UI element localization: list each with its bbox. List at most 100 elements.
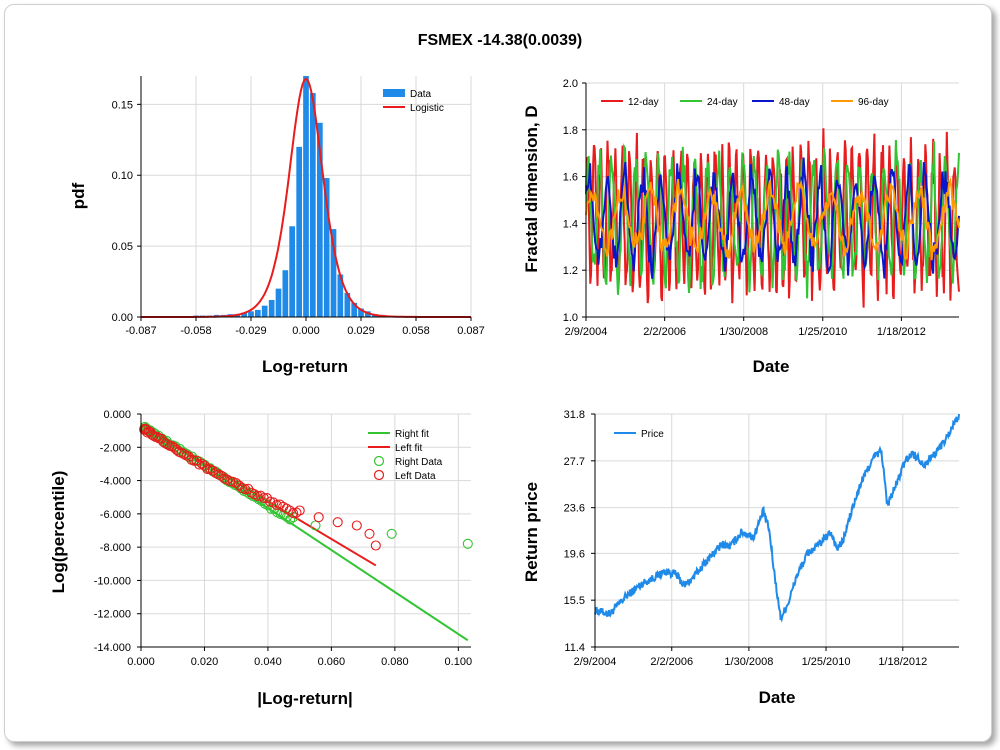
left-data-point — [271, 499, 282, 511]
price-y-tick-label: 23.6 — [564, 503, 585, 515]
price-x-tick-label: 2/9/2004 — [574, 656, 617, 668]
tail-x-tick-label: 0.040 — [254, 656, 282, 668]
tail-y-tick-label: -2.000 — [100, 442, 131, 454]
left-data-point — [210, 467, 221, 479]
tail-legend: Right fit Left fit Right Data Left Data — [368, 429, 443, 482]
right-data-point — [227, 478, 238, 489]
histogram-x-tick-label: 0.087 — [457, 325, 485, 337]
chart-frame — [4, 4, 992, 742]
fractal-series-96-day — [585, 177, 960, 261]
histogram-bar — [241, 312, 248, 317]
legend-label-right-fit: Right fit — [395, 429, 429, 440]
fractal-y-tick-label: 1.0 — [563, 312, 578, 324]
fractal-x-label: Date — [753, 357, 790, 376]
histogram-bar — [309, 93, 316, 317]
tail-y-tick-label: -8.000 — [100, 542, 131, 554]
legend-label-24-day: 24-day — [707, 97, 738, 108]
left-data-point — [142, 427, 153, 438]
right-data-point — [266, 503, 277, 514]
histogram-x-label: Log-return — [262, 357, 348, 376]
left-data-point — [351, 520, 362, 531]
left-data-point — [240, 484, 251, 495]
tail-y-tick-label: 0.000 — [103, 409, 131, 421]
price-x-tick-label: 1/30/2008 — [724, 656, 773, 668]
histogram-bar — [289, 226, 295, 317]
histogram-bar — [358, 308, 364, 317]
fractal-x-tick-label: 1/18/2012 — [877, 326, 926, 338]
histogram-x-tick-label: -0.087 — [125, 325, 156, 337]
histogram-x-tick-label: -0.058 — [180, 325, 211, 337]
right-data-point — [462, 538, 473, 549]
left-data-point — [162, 439, 173, 450]
histogram-bar — [268, 299, 275, 317]
left-data-point — [370, 540, 381, 551]
histogram-x-tick-label: 0.000 — [292, 325, 320, 337]
price-x-tick-label: 1/25/2010 — [802, 656, 851, 668]
fractal-y-tick-label: 1.4 — [563, 218, 578, 230]
price-line — [594, 413, 960, 623]
price-y-tick-label: 11.4 — [564, 642, 585, 654]
left-data-point — [268, 497, 279, 508]
legend-label-logistic: Logistic — [410, 103, 444, 114]
tail-x-tick-label: 0.080 — [381, 656, 409, 668]
left-data-point — [252, 490, 263, 501]
tail-y-label: Log(percentile) — [49, 471, 68, 594]
tail-x-tick-label: 0.000 — [127, 656, 155, 668]
histogram-y-tick-label: 0.10 — [112, 170, 133, 182]
fractal-x-tick-label: 2/9/2004 — [565, 326, 608, 338]
tail-x-label: |Log-return| — [257, 689, 352, 708]
legend-swatch-data — [383, 89, 405, 97]
fractal-series-24-day — [585, 139, 960, 299]
fractal-x-tick-label: 1/30/2008 — [719, 326, 768, 338]
left-data-point — [196, 458, 208, 469]
fractal-y-tick-label: 1.2 — [563, 265, 578, 277]
tail-y-tick-label: -10.000 — [94, 575, 131, 587]
left-data-point — [178, 449, 189, 460]
histogram-bar — [337, 274, 344, 317]
legend-label-96-day: 96-day — [858, 97, 889, 108]
legend-label-left-fit: Left fit — [395, 443, 422, 454]
tail-y-tick-label: -14.000 — [94, 642, 131, 654]
fractal-y-tick-label: 2.0 — [563, 78, 578, 90]
tail-y-tick-label: -12.000 — [94, 609, 131, 621]
fractal-legend: 12-day 24-day 48-day 96-day — [601, 97, 889, 108]
tail-x-tick-label: 0.100 — [445, 656, 473, 668]
histogram-bar — [323, 178, 330, 317]
legend-label-left-data: Left Data — [395, 471, 436, 482]
price-y-tick-label: 15.5 — [564, 595, 585, 607]
tail-y-tick-label: -6.000 — [100, 509, 131, 521]
tail-y-tick-label: -4.000 — [100, 476, 131, 488]
left-data-point — [284, 505, 295, 516]
price-y-tick-label: 27.7 — [564, 456, 585, 468]
fractal-y-tick-label: 1.8 — [563, 125, 578, 137]
left-data-point — [205, 464, 216, 475]
legend-label-right-data: Right Data — [395, 457, 443, 468]
histogram-bar — [275, 288, 282, 317]
histogram-bar — [364, 311, 371, 317]
histogram-x-tick-label: 0.058 — [402, 325, 430, 337]
left-data-point — [364, 528, 375, 539]
price-y-tick-label: 31.8 — [564, 409, 585, 421]
legend-swatch-right-data — [373, 455, 385, 467]
tail-x-tick-label: 0.020 — [191, 656, 219, 668]
left-data-point — [255, 490, 266, 501]
histogram-bar — [344, 292, 351, 317]
histogram-x-tick-label: 0.029 — [347, 325, 375, 337]
right-data-point — [386, 528, 397, 539]
page-title: FSMEX -14.38(0.0039) — [417, 32, 583, 49]
legend-label-data: Data — [410, 89, 432, 100]
histogram-y-tick-label: 0.05 — [112, 241, 133, 253]
tail-x-tick-label: 0.060 — [318, 656, 346, 668]
left-data-point — [313, 512, 324, 523]
price-x-label: Date — [759, 688, 796, 707]
legend-label-48-day: 48-day — [779, 97, 810, 108]
price-y-tick-label: 19.6 — [564, 548, 585, 560]
histogram-bar — [317, 122, 323, 318]
legend-swatch-left-data — [373, 469, 385, 481]
fractal-y-label: Fractal dimension, D — [522, 105, 541, 272]
left-data-point — [199, 460, 210, 471]
